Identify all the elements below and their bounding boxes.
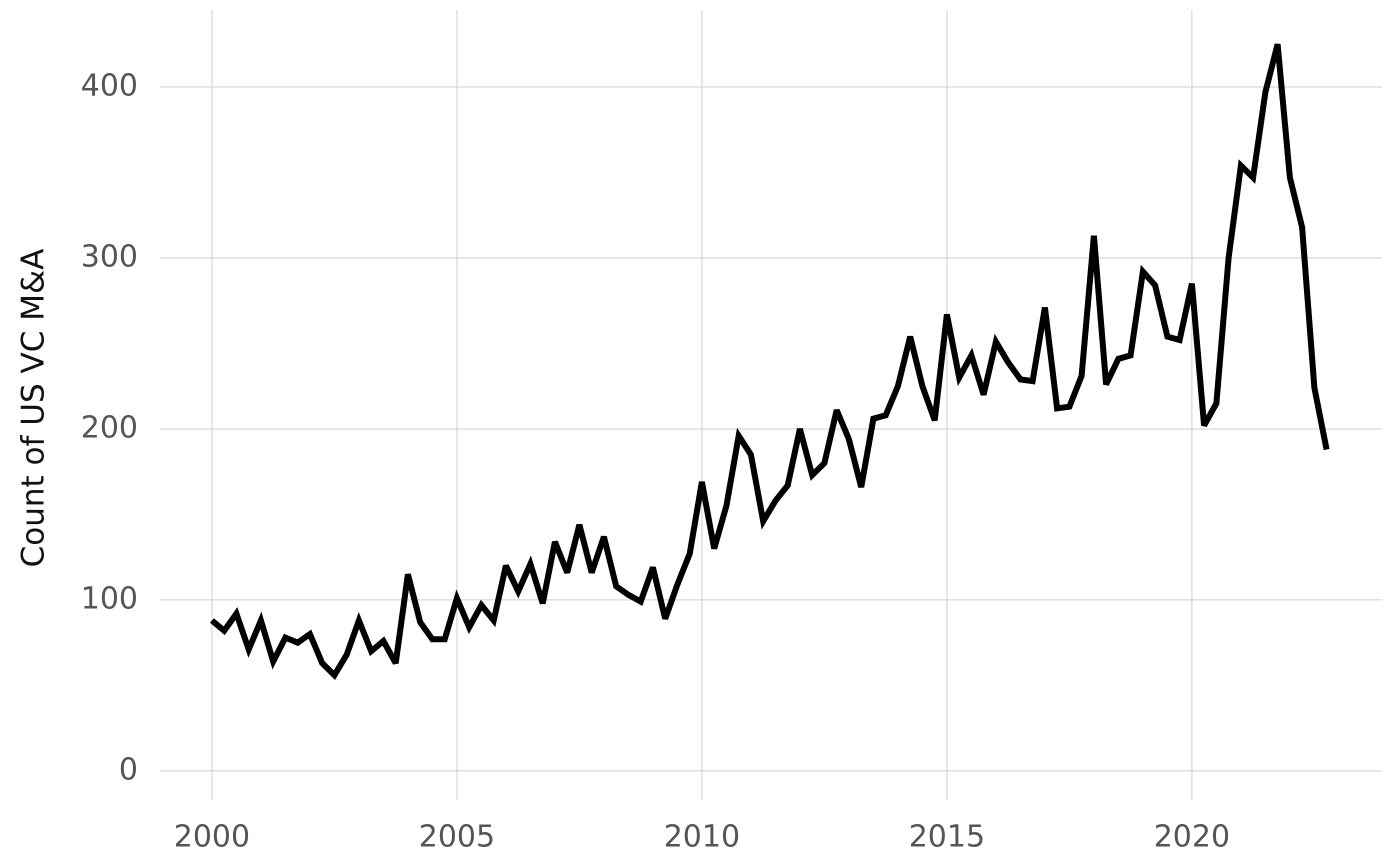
x-tick-label: 2005	[419, 820, 495, 855]
y-tick-label: 100	[81, 581, 138, 616]
y-tick-label: 200	[81, 410, 138, 445]
data-line	[209, 43, 1330, 681]
y-tick-label: 0	[119, 752, 138, 787]
x-tick-label: 2020	[1154, 820, 1230, 855]
y-axis-title: Count of US VC M&A	[16, 249, 52, 568]
x-tick-label: 2015	[909, 820, 985, 855]
x-tick-label: 2010	[664, 820, 740, 855]
y-tick-label: 300	[81, 239, 138, 274]
x-tick-label: 2000	[174, 820, 250, 855]
y-tick-label: 400	[81, 68, 138, 103]
